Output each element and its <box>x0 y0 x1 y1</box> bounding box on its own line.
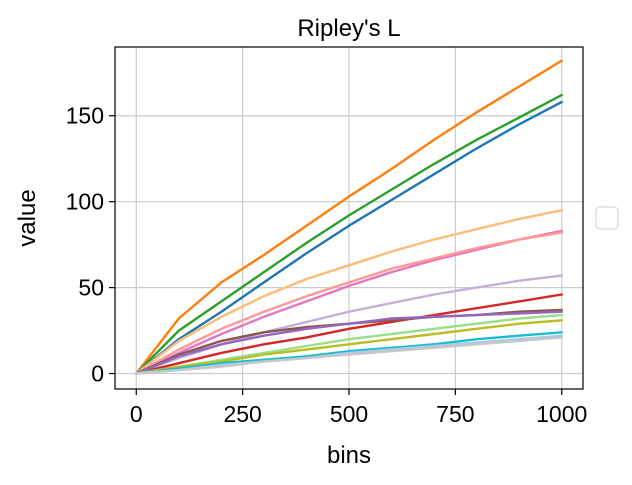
legend-box <box>595 206 619 230</box>
x-axis-ticks: 0 250 500 750 1000 <box>130 389 587 427</box>
series-line <box>135 100 563 375</box>
x-tick-label: 1000 <box>536 401 587 427</box>
x-axis-label: bins <box>327 442 371 469</box>
series-lines <box>135 59 563 375</box>
y-tick-label: 50 <box>78 275 104 301</box>
series-line <box>135 93 563 375</box>
series-line <box>135 331 563 375</box>
series-line <box>135 336 563 375</box>
series-line <box>135 231 563 375</box>
series-line <box>135 319 563 375</box>
y-tick-label: 0 <box>91 361 104 387</box>
series-line <box>135 310 563 375</box>
y-tick-label: 150 <box>66 103 104 129</box>
x-tick-label: 0 <box>130 401 143 427</box>
series-line <box>135 209 563 375</box>
grid <box>115 47 583 389</box>
chart-title: Ripley's L <box>297 15 400 42</box>
y-tick-label: 100 <box>66 189 104 215</box>
series-line <box>135 59 563 375</box>
x-tick-label: 500 <box>330 401 368 427</box>
y-axis-label: value <box>14 189 41 246</box>
x-tick-label: 750 <box>436 401 474 427</box>
y-axis-ticks: 0 50 100 150 <box>66 103 115 387</box>
x-tick-label: 250 <box>223 401 261 427</box>
series-line <box>135 293 563 375</box>
